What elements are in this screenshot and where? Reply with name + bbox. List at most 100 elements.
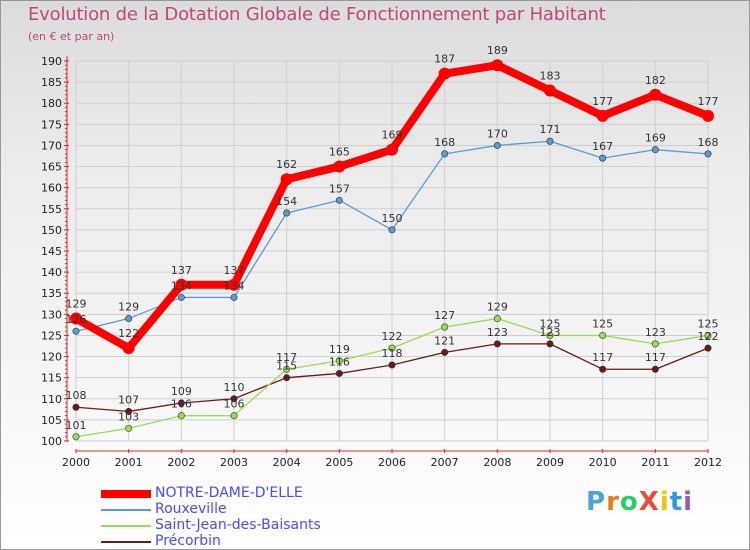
y-tick-label: 155 [41, 203, 62, 216]
y-tick-label: 145 [41, 245, 62, 258]
data-point [335, 196, 343, 204]
data-label: 150 [382, 212, 403, 225]
data-label: 177 [698, 95, 719, 108]
data-point [651, 146, 659, 154]
x-tick-label: 2001 [115, 456, 143, 469]
legend-label: Saint-Jean-des-Baisants [155, 517, 321, 533]
x-tick-label: 2005 [325, 456, 353, 469]
data-point [283, 365, 291, 373]
data-label: 169 [645, 132, 666, 145]
data-point [599, 331, 607, 339]
data-point [704, 331, 712, 339]
data-label: 167 [592, 140, 613, 153]
data-point [544, 84, 556, 97]
y-tick-label: 140 [41, 266, 62, 279]
data-point [72, 433, 80, 441]
data-point [599, 154, 607, 162]
y-tick-label: 105 [41, 414, 62, 427]
data-label: 116 [329, 355, 350, 368]
legend-swatch [101, 541, 151, 543]
data-label: 123 [487, 326, 508, 339]
data-point [596, 109, 609, 122]
x-tick-label: 2010 [589, 456, 617, 469]
data-label: 121 [434, 334, 455, 347]
data-point [283, 374, 291, 382]
data-point [651, 365, 659, 373]
chart-title: Evolution de la Dotation Globale de Fonc… [28, 4, 606, 25]
data-point [335, 357, 343, 365]
logo-letter: t [669, 487, 684, 517]
data-label: 129 [66, 298, 87, 311]
y-tick-label: 180 [41, 97, 62, 110]
data-point [283, 209, 291, 217]
data-label: 168 [434, 136, 455, 149]
data-point [599, 365, 607, 373]
data-point [651, 340, 659, 348]
data-label: 106 [224, 398, 245, 411]
y-tick-label: 135 [41, 287, 62, 300]
data-point [491, 59, 504, 72]
data-label: 189 [487, 44, 508, 57]
logo-letter: X [638, 487, 660, 517]
data-label: 171 [540, 123, 561, 136]
y-tick-label: 165 [41, 161, 62, 174]
data-label: 134 [224, 279, 245, 292]
y-tick-label: 185 [41, 76, 62, 89]
data-label: 169 [382, 129, 403, 142]
data-label: 125 [698, 317, 719, 330]
y-tick-label: 150 [41, 224, 62, 237]
proxiti-logo: ProXiti [586, 487, 693, 517]
data-point [546, 340, 554, 348]
data-point [438, 67, 451, 80]
data-point [441, 150, 449, 158]
x-tick-label: 2003 [220, 456, 248, 469]
data-point [122, 342, 135, 355]
data-point [546, 331, 554, 339]
x-tick-label: 2007 [431, 456, 459, 469]
data-label: 170 [487, 127, 508, 140]
y-tick-label: 125 [41, 329, 62, 342]
data-point [388, 361, 396, 369]
data-point [72, 327, 80, 335]
data-point [704, 150, 712, 158]
data-label: 157 [329, 182, 350, 195]
data-point [649, 88, 662, 101]
legend-swatch [101, 509, 151, 511]
data-label: 108 [66, 389, 87, 402]
data-point [125, 315, 133, 323]
data-label: 162 [276, 158, 297, 171]
data-label: 117 [645, 351, 666, 364]
x-tick-label: 2006 [378, 456, 406, 469]
y-tick-label: 110 [41, 393, 62, 406]
logo-letter: P [586, 487, 607, 517]
data-point [333, 160, 346, 173]
data-point [177, 399, 185, 407]
data-point [230, 293, 238, 301]
data-point [70, 312, 82, 325]
y-tick-label: 115 [41, 372, 62, 385]
data-label: 154 [276, 195, 297, 208]
legend-swatch [101, 525, 151, 527]
data-label: 106 [171, 398, 192, 411]
data-label: 177 [592, 95, 613, 108]
data-label: 182 [645, 74, 666, 87]
data-label: 122 [118, 327, 139, 340]
data-label: 117 [592, 351, 613, 364]
data-label: 129 [487, 301, 508, 314]
data-point [702, 109, 714, 122]
data-point [493, 315, 501, 323]
data-point [230, 412, 238, 420]
data-point [493, 141, 501, 149]
data-label: 122 [698, 330, 719, 343]
x-tick-label: 2012 [694, 456, 722, 469]
axis-layer: 100 105 110 115 120 125 130 135 140 145 150 155 160 1… [41, 55, 722, 469]
data-label: 103 [118, 410, 139, 423]
data-point [177, 412, 185, 420]
data-point [228, 278, 240, 291]
data-point [546, 137, 554, 145]
data-label-layer: 129 122 137 137 162 165 169 187 189 183 177 182 177 1… [66, 44, 719, 432]
data-label: 137 [224, 264, 245, 277]
data-point [335, 369, 343, 377]
y-tick-label: 120 [41, 351, 62, 364]
